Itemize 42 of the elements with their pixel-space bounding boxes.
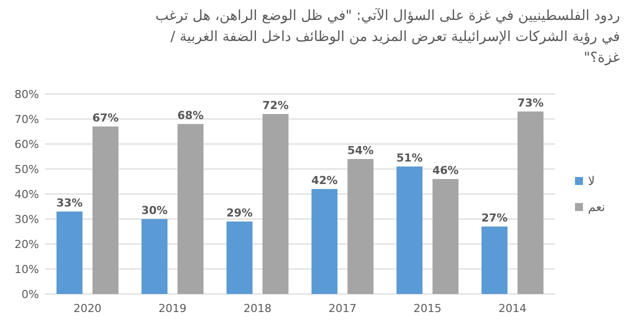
bar (432, 179, 458, 294)
bar (226, 222, 252, 294)
y-tick-label: 30% (14, 213, 39, 226)
x-tick-label: 2020 (74, 302, 102, 315)
y-tick-label: 10% (14, 263, 39, 276)
data-label: 29% (226, 206, 253, 220)
data-label: 46% (432, 164, 459, 177)
y-tick-label: 80% (14, 88, 39, 101)
data-label: 33% (56, 196, 83, 210)
bar (178, 124, 204, 294)
bar (312, 189, 338, 294)
y-tick-label: 40% (14, 188, 39, 201)
data-label: 30% (141, 204, 168, 217)
legend-label: نعم (588, 200, 606, 214)
bar (142, 219, 168, 294)
chart-title: ردود الفلسطينيين في غزة على السؤال الآتي: "في ظل الوضع الراهن، هل ترغب في رؤية الشركات الإسرائيلية تعرض المزيد من الوظائف داخل الضفة الغربية / غزة؟" (154, 7, 620, 68)
bar (396, 166, 422, 294)
bar (92, 126, 118, 294)
y-tick-label: 60% (14, 138, 39, 151)
y-tick-label: 0% (22, 288, 39, 301)
data-label: 72% (262, 99, 289, 112)
x-tick-label: 2018 (244, 302, 272, 315)
bar (56, 212, 82, 294)
bar (518, 112, 544, 294)
bar (482, 226, 508, 294)
data-label: 73% (517, 96, 544, 110)
x-tick-label: 2017 (328, 302, 356, 315)
legend-label: لا (588, 174, 595, 188)
data-label: 54% (347, 144, 374, 157)
x-tick-label: 2014 (498, 302, 526, 315)
data-label: 67% (92, 112, 119, 124)
x-tick-label: 2019 (158, 302, 186, 315)
x-tick-label: 2015 (414, 302, 442, 315)
data-label: 42% (311, 174, 338, 187)
bar (348, 159, 374, 294)
bar (262, 114, 288, 294)
data-label: 51% (396, 152, 423, 164)
data-label: 68% (177, 109, 204, 122)
y-tick-label: 70% (14, 113, 39, 126)
y-tick-label: 20% (14, 238, 39, 251)
data-label: 27% (481, 212, 508, 224)
y-tick-label: 50% (14, 163, 39, 176)
